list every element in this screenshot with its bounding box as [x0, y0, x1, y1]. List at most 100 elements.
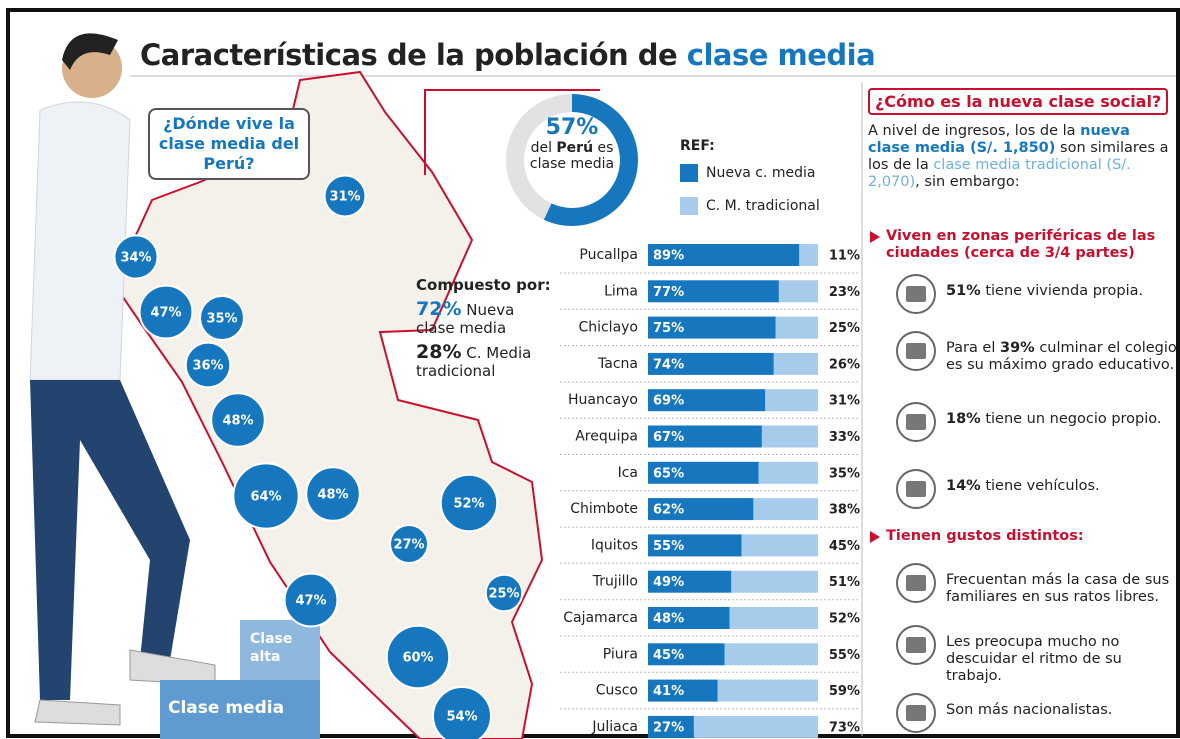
- category-label: Chimbote: [570, 501, 638, 517]
- composition-item: 72% Nueva clase media: [416, 300, 556, 337]
- bubble-label: 34%: [120, 251, 151, 266]
- value-label: 55%: [653, 539, 684, 554]
- bubble-label: 47%: [150, 306, 181, 321]
- item-icon-glyph: [906, 637, 926, 653]
- composition-item: 28% C. Media tradicional: [416, 343, 556, 380]
- category-label: Ica: [618, 465, 638, 481]
- value-label: 45%: [653, 648, 684, 663]
- item-strong: 14%: [946, 478, 981, 494]
- category-label: Piura: [603, 646, 638, 662]
- category-label: Pucallpa: [579, 247, 638, 263]
- value-label: 23%: [829, 285, 860, 300]
- stair-upper: Clase alta: [250, 630, 310, 666]
- bubble-label: 48%: [222, 414, 253, 429]
- item-text: Son más nacionalistas.: [946, 702, 1112, 718]
- item-after: tiene un negocio propio.: [981, 411, 1162, 427]
- page: 31%34%47%35%36%48%64%48%52%27%25%47%60%5…: [0, 0, 1180, 739]
- value-label: 65%: [653, 466, 684, 481]
- panel-item: Frecuentan más la casa de sus familiares…: [946, 572, 1178, 606]
- title-text: Características de la población de: [140, 38, 687, 72]
- value-label: 45%: [829, 539, 860, 554]
- item-strong: 51%: [946, 283, 981, 299]
- item-icon-glyph: [906, 343, 926, 359]
- item-before: Para el: [946, 340, 1000, 356]
- legend-label: C. M. tradicional: [706, 198, 820, 214]
- composition-value: 72%: [416, 298, 461, 320]
- title: Características de la población de clase…: [140, 38, 875, 72]
- value-label: 55%: [829, 648, 860, 663]
- item-strong: 39%: [1000, 340, 1035, 356]
- bubble-label: 48%: [317, 488, 348, 503]
- bar-segment: [759, 462, 819, 484]
- item-after: tiene vivienda propia.: [981, 283, 1143, 299]
- composition: Compuesto por: 72% Nueva clase media 28%…: [416, 276, 556, 380]
- item-icon-glyph: [906, 575, 926, 591]
- bar-segment: [799, 244, 818, 266]
- bubble-label: 47%: [295, 594, 326, 609]
- value-label: 75%: [653, 321, 684, 336]
- panel-item: Son más nacionalistas.: [946, 702, 1178, 719]
- bar-segment: [742, 534, 819, 556]
- value-label: 89%: [653, 249, 684, 264]
- value-label: 11%: [829, 249, 860, 264]
- value-label: 33%: [829, 430, 860, 445]
- bubble-label: 52%: [453, 497, 484, 512]
- item-text: Les preocupa mucho no descuidar el ritmo…: [946, 634, 1122, 684]
- stair-lower: Clase media: [168, 698, 284, 718]
- value-label: 74%: [653, 357, 684, 372]
- bar-segment: [762, 426, 818, 448]
- bubble-label: 36%: [192, 359, 223, 374]
- value-label: 26%: [829, 357, 860, 372]
- bubble-label: 27%: [393, 538, 424, 553]
- donut-text-b: Perú: [556, 140, 593, 156]
- category-label: Huancayo: [568, 392, 638, 408]
- value-label: 25%: [829, 321, 860, 336]
- section-heading: Tienen gustos distintos:: [868, 528, 1180, 545]
- bar-segment: [730, 607, 818, 629]
- panel-heading: ¿Cómo es la nueva clase social?: [868, 88, 1168, 115]
- panel-item: Para el 39% culminar el colegio es su má…: [946, 340, 1178, 374]
- donut-text-a: del: [531, 140, 557, 156]
- bar-segment: [694, 716, 818, 738]
- title-highlight: clase media: [687, 38, 875, 72]
- value-label: 27%: [653, 720, 684, 735]
- donut-value: 57%: [522, 116, 622, 140]
- panel-item: 18% tiene un negocio propio.: [946, 411, 1178, 428]
- value-label: 38%: [829, 503, 860, 518]
- donut-text: 57%del Perú es clase media: [522, 116, 622, 172]
- value-label: 73%: [829, 720, 860, 735]
- composition-title: Compuesto por:: [416, 276, 556, 294]
- bar-segment: [753, 498, 818, 520]
- value-label: 69%: [653, 394, 684, 409]
- bar-segment: [774, 353, 818, 375]
- bubble-label: 64%: [250, 490, 281, 505]
- value-label: 77%: [653, 285, 684, 300]
- panel-intro: A nivel de ingresos, los de la nueva cla…: [868, 123, 1176, 191]
- category-label: Chiclayo: [578, 320, 638, 336]
- category-label: Iquitos: [591, 537, 638, 553]
- item-icon-glyph: [906, 705, 926, 721]
- bar-segment: [731, 571, 818, 593]
- intro-text: A nivel de ingresos, los de la: [868, 123, 1080, 139]
- value-label: 62%: [653, 503, 684, 518]
- value-label: 59%: [829, 684, 860, 699]
- item-icon-glyph: [906, 286, 926, 302]
- bubble-label: 54%: [446, 710, 477, 725]
- category-label: Tacna: [597, 356, 638, 372]
- legend-swatch: [680, 164, 698, 182]
- bar-segment: [718, 680, 818, 702]
- bar-segment: [765, 389, 818, 411]
- panel-item: Les preocupa mucho no descuidar el ritmo…: [946, 634, 1178, 685]
- bar-segment: [776, 317, 819, 339]
- panel-item: 14% tiene vehículos.: [946, 478, 1178, 495]
- bubble-label: 35%: [206, 312, 237, 327]
- section-heading: Viven en zonas periféricas de las ciudad…: [868, 228, 1180, 262]
- value-label: 51%: [829, 575, 860, 590]
- bubble-label: 31%: [329, 190, 360, 205]
- value-label: 52%: [829, 612, 860, 627]
- value-label: 49%: [653, 575, 684, 590]
- category-label: Cajamarca: [563, 610, 638, 626]
- category-label: Lima: [604, 283, 638, 299]
- legend-label: Nueva c. media: [706, 165, 815, 181]
- value-label: 31%: [829, 394, 860, 409]
